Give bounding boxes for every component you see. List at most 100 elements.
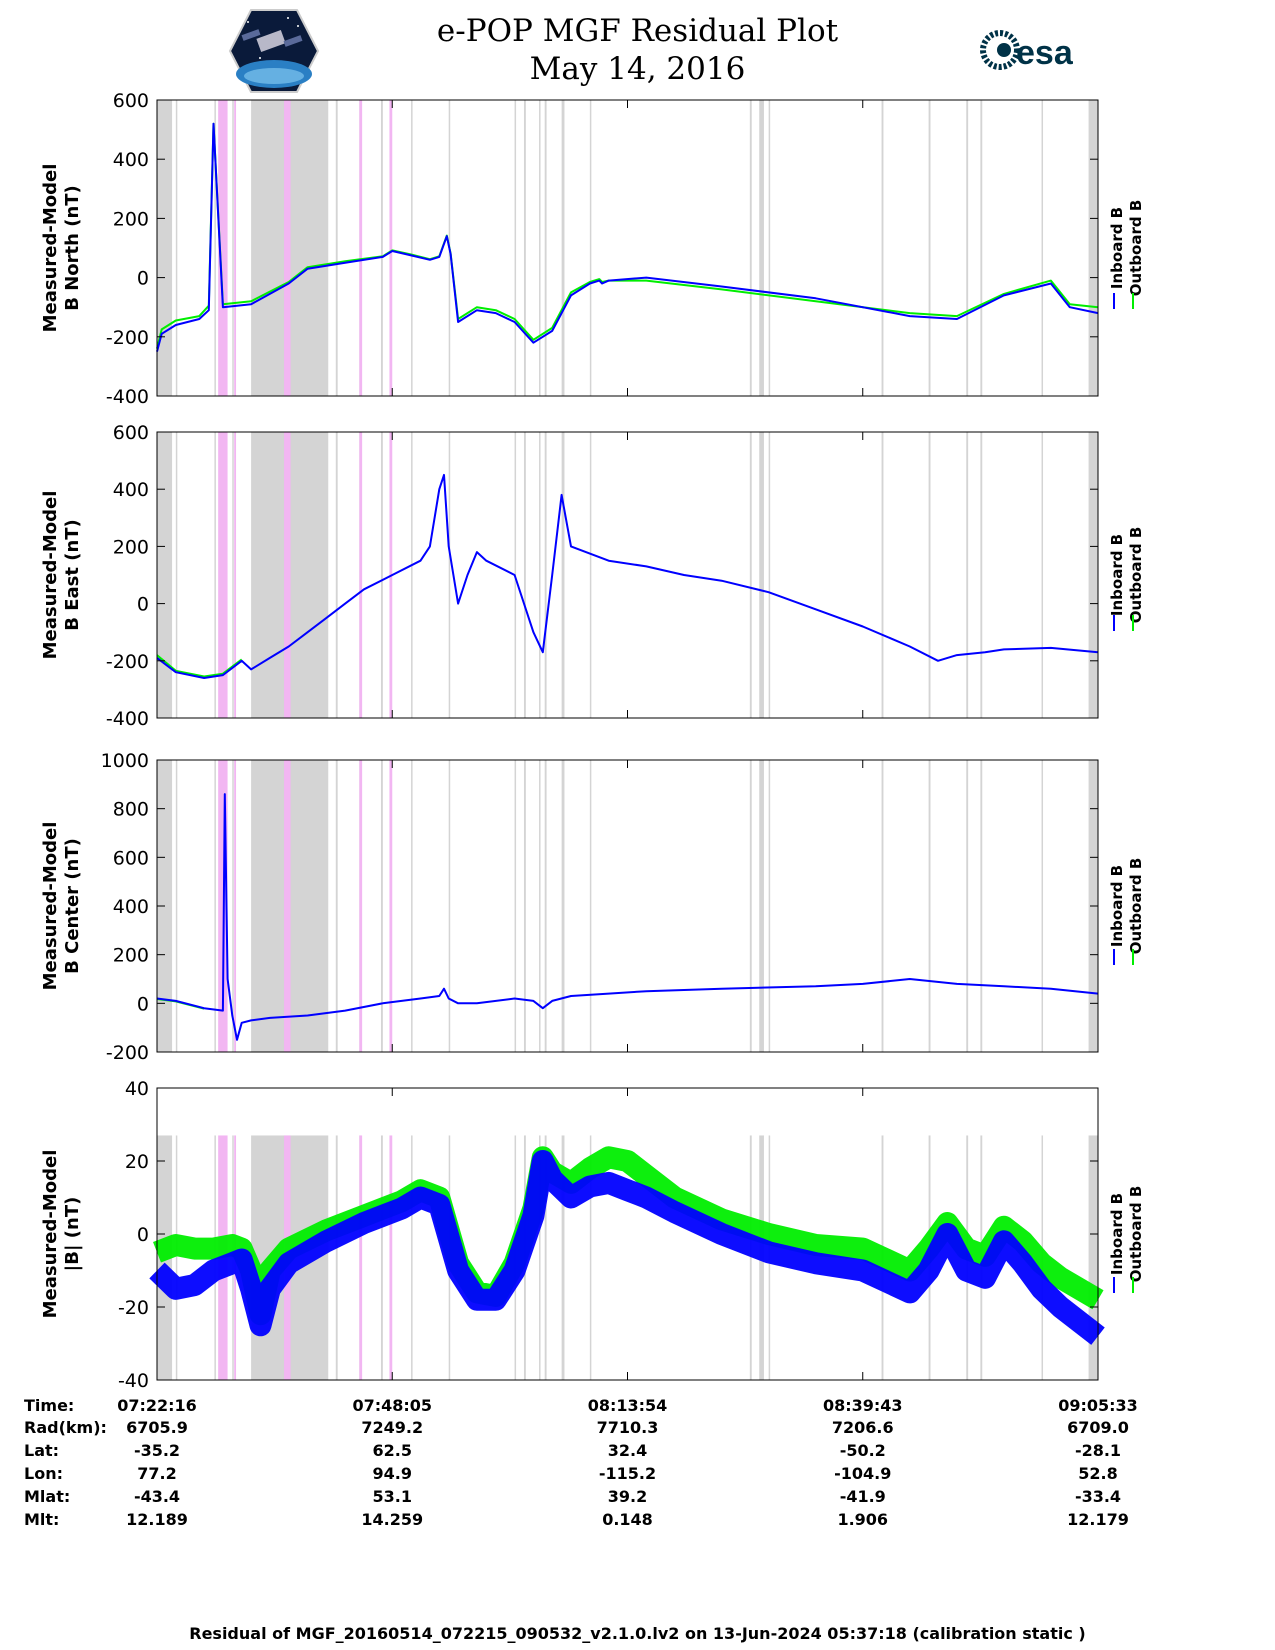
data-gap-gray-2 [214,760,216,1052]
y-tick-label: 400 [113,479,149,501]
footer-row-label: Time: [24,1396,75,1415]
footer-cell: -28.1 [1074,1441,1122,1460]
data-gap-gray-14 [561,1135,565,1380]
footer-cell: -41.9 [839,1487,886,1506]
data-gap-gray-23 [1041,100,1044,396]
data-gap-gray-24 [1088,432,1098,718]
y-axis-label-line-1: Measured-Model [40,1150,61,1319]
footer-cell: -50.2 [839,1441,886,1460]
data-gap-gray-8 [411,432,413,718]
data-gap-gray-16 [749,760,752,1052]
data-gap-gray-5 [335,760,338,1052]
data-gap-gray-15 [589,100,592,396]
footer-cell: 08:39:43 [822,1396,903,1415]
data-gap-gray-3 [232,760,234,1052]
legend: Inboard BOutboard B [1108,858,1145,955]
data-gap-gray-16 [749,100,752,396]
y-tick-label: 600 [113,90,149,112]
data-gap-gray-1 [175,760,178,1052]
panel-1: 600 400 200 0 -200 -400 Measured-ModelB North … [40,90,1145,408]
series-outboard [156,654,243,678]
data-gap-gray-21 [966,760,969,1052]
y-axis-label: Measured-ModelB East (nT) [40,491,83,660]
y-tick-label: 800 [113,799,149,821]
y-axis-label: Measured-Model|B| (nT) [40,1150,83,1319]
y-tick-label: -400 [106,708,149,730]
y-axis-label-line-1: Measured-Model [40,164,61,333]
footer-cell: 08:13:54 [587,1396,668,1415]
data-gap-gray-3 [232,432,234,718]
data-gap-gray-11 [523,432,526,718]
footer-cell: 6709.0 [1067,1418,1129,1437]
y-tick-label: 200 [113,208,149,230]
data-gap-gray-1 [175,100,178,396]
data-gap-gray-23 [1041,432,1044,718]
footer-cell: 39.2 [607,1487,648,1506]
legend-inboard-label: Inboard B [1108,865,1126,947]
data-gap-pink-1 [234,100,237,396]
y-tick-label: -40 [118,1370,149,1392]
y-tick-label: 600 [113,422,149,444]
y-tick-label: 200 [113,945,149,967]
y-axis-label-line-2: B East (nT) [62,519,83,631]
y-tick-label: 0 [137,268,149,290]
data-gap-gray-8 [411,760,413,1052]
cassiope-logo [228,9,320,93]
y-tick-label: 0 [137,594,149,616]
data-gap-gray-2 [214,432,216,718]
data-gap-gray-22 [980,432,983,718]
y-axis-label-line-2: |B| (nT) [62,1197,83,1272]
footer-cell: 52.8 [1078,1464,1118,1483]
data-gap-pink-3 [359,432,363,718]
data-gap-gray-0 [157,100,173,396]
y-tick-label: -200 [106,327,149,349]
footer-cell: 07:48:05 [352,1396,433,1415]
data-gap-gray-12 [539,100,541,396]
y-axis-label-line-1: Measured-Model [40,491,61,660]
y-tick-label: 20 [125,1151,149,1173]
data-gap-gray-8 [411,100,413,396]
footer-cell: 94.9 [372,1464,412,1483]
legend-inboard-label: Inboard B [1108,1193,1126,1275]
data-gap-pink-1 [234,432,237,718]
data-gap-pink-1 [234,760,237,1052]
data-gap-gray-5 [335,432,338,718]
data-gap-pink-4 [389,760,393,1052]
series-outboard [156,122,1099,349]
data-gap-pink-3 [359,1135,363,1380]
data-gap-gray-16 [749,1135,752,1380]
footer-cell: -35.2 [133,1441,181,1460]
data-gap-gray-12 [539,432,541,718]
footer-caption: Residual of MGF_20160514_072215_090532_v… [189,1624,1086,1643]
data-gap-gray-11 [523,760,526,1052]
footer-cell: 62.5 [372,1441,412,1460]
panel-2: 600 400 200 0 -200 -400 Measured-ModelB East (… [40,422,1145,730]
data-gap-gray-13 [544,760,547,1052]
data-gap-gray-13 [544,100,547,396]
plot-title: e-POP MGF Residual Plot May 14, 2016 [0,12,1275,88]
footer-row-label: Mlt: [24,1510,60,1529]
legend-outboard-label: Outboard B [1127,858,1145,955]
y-axis-label-line-1: Measured-Model [40,822,61,991]
data-gap-gray-14 [561,100,565,396]
data-gap-gray-13 [544,1135,547,1380]
data-gap-gray-10 [514,760,517,1052]
data-gap-gray-9 [448,760,451,1052]
data-gap-gray-17 [759,432,764,718]
footer-cell: 07:22:16 [117,1396,197,1415]
legend-outboard-label: Outboard B [1127,1186,1145,1283]
esa-logo: esa [978,28,1088,78]
data-gap-gray-5 [335,1135,338,1380]
footer-cell: 32.4 [607,1441,648,1460]
data-gap-gray-13 [544,432,547,718]
legend: Inboard BOutboard B [1108,527,1145,624]
legend: Inboard BOutboard B [1108,200,1145,297]
data-gap-gray-15 [589,432,592,718]
footer-row-label: Lat: [24,1441,60,1460]
esa-logo-mark: esa [980,30,1074,72]
data-gap-gray-18 [768,100,771,396]
panel-4: 40 20 0 -20 -40 Measured-Model|B| (nT) Inboard… [40,1078,1145,1392]
data-gap-gray-22 [980,100,983,396]
esa-logo-text: esa [1016,34,1074,72]
